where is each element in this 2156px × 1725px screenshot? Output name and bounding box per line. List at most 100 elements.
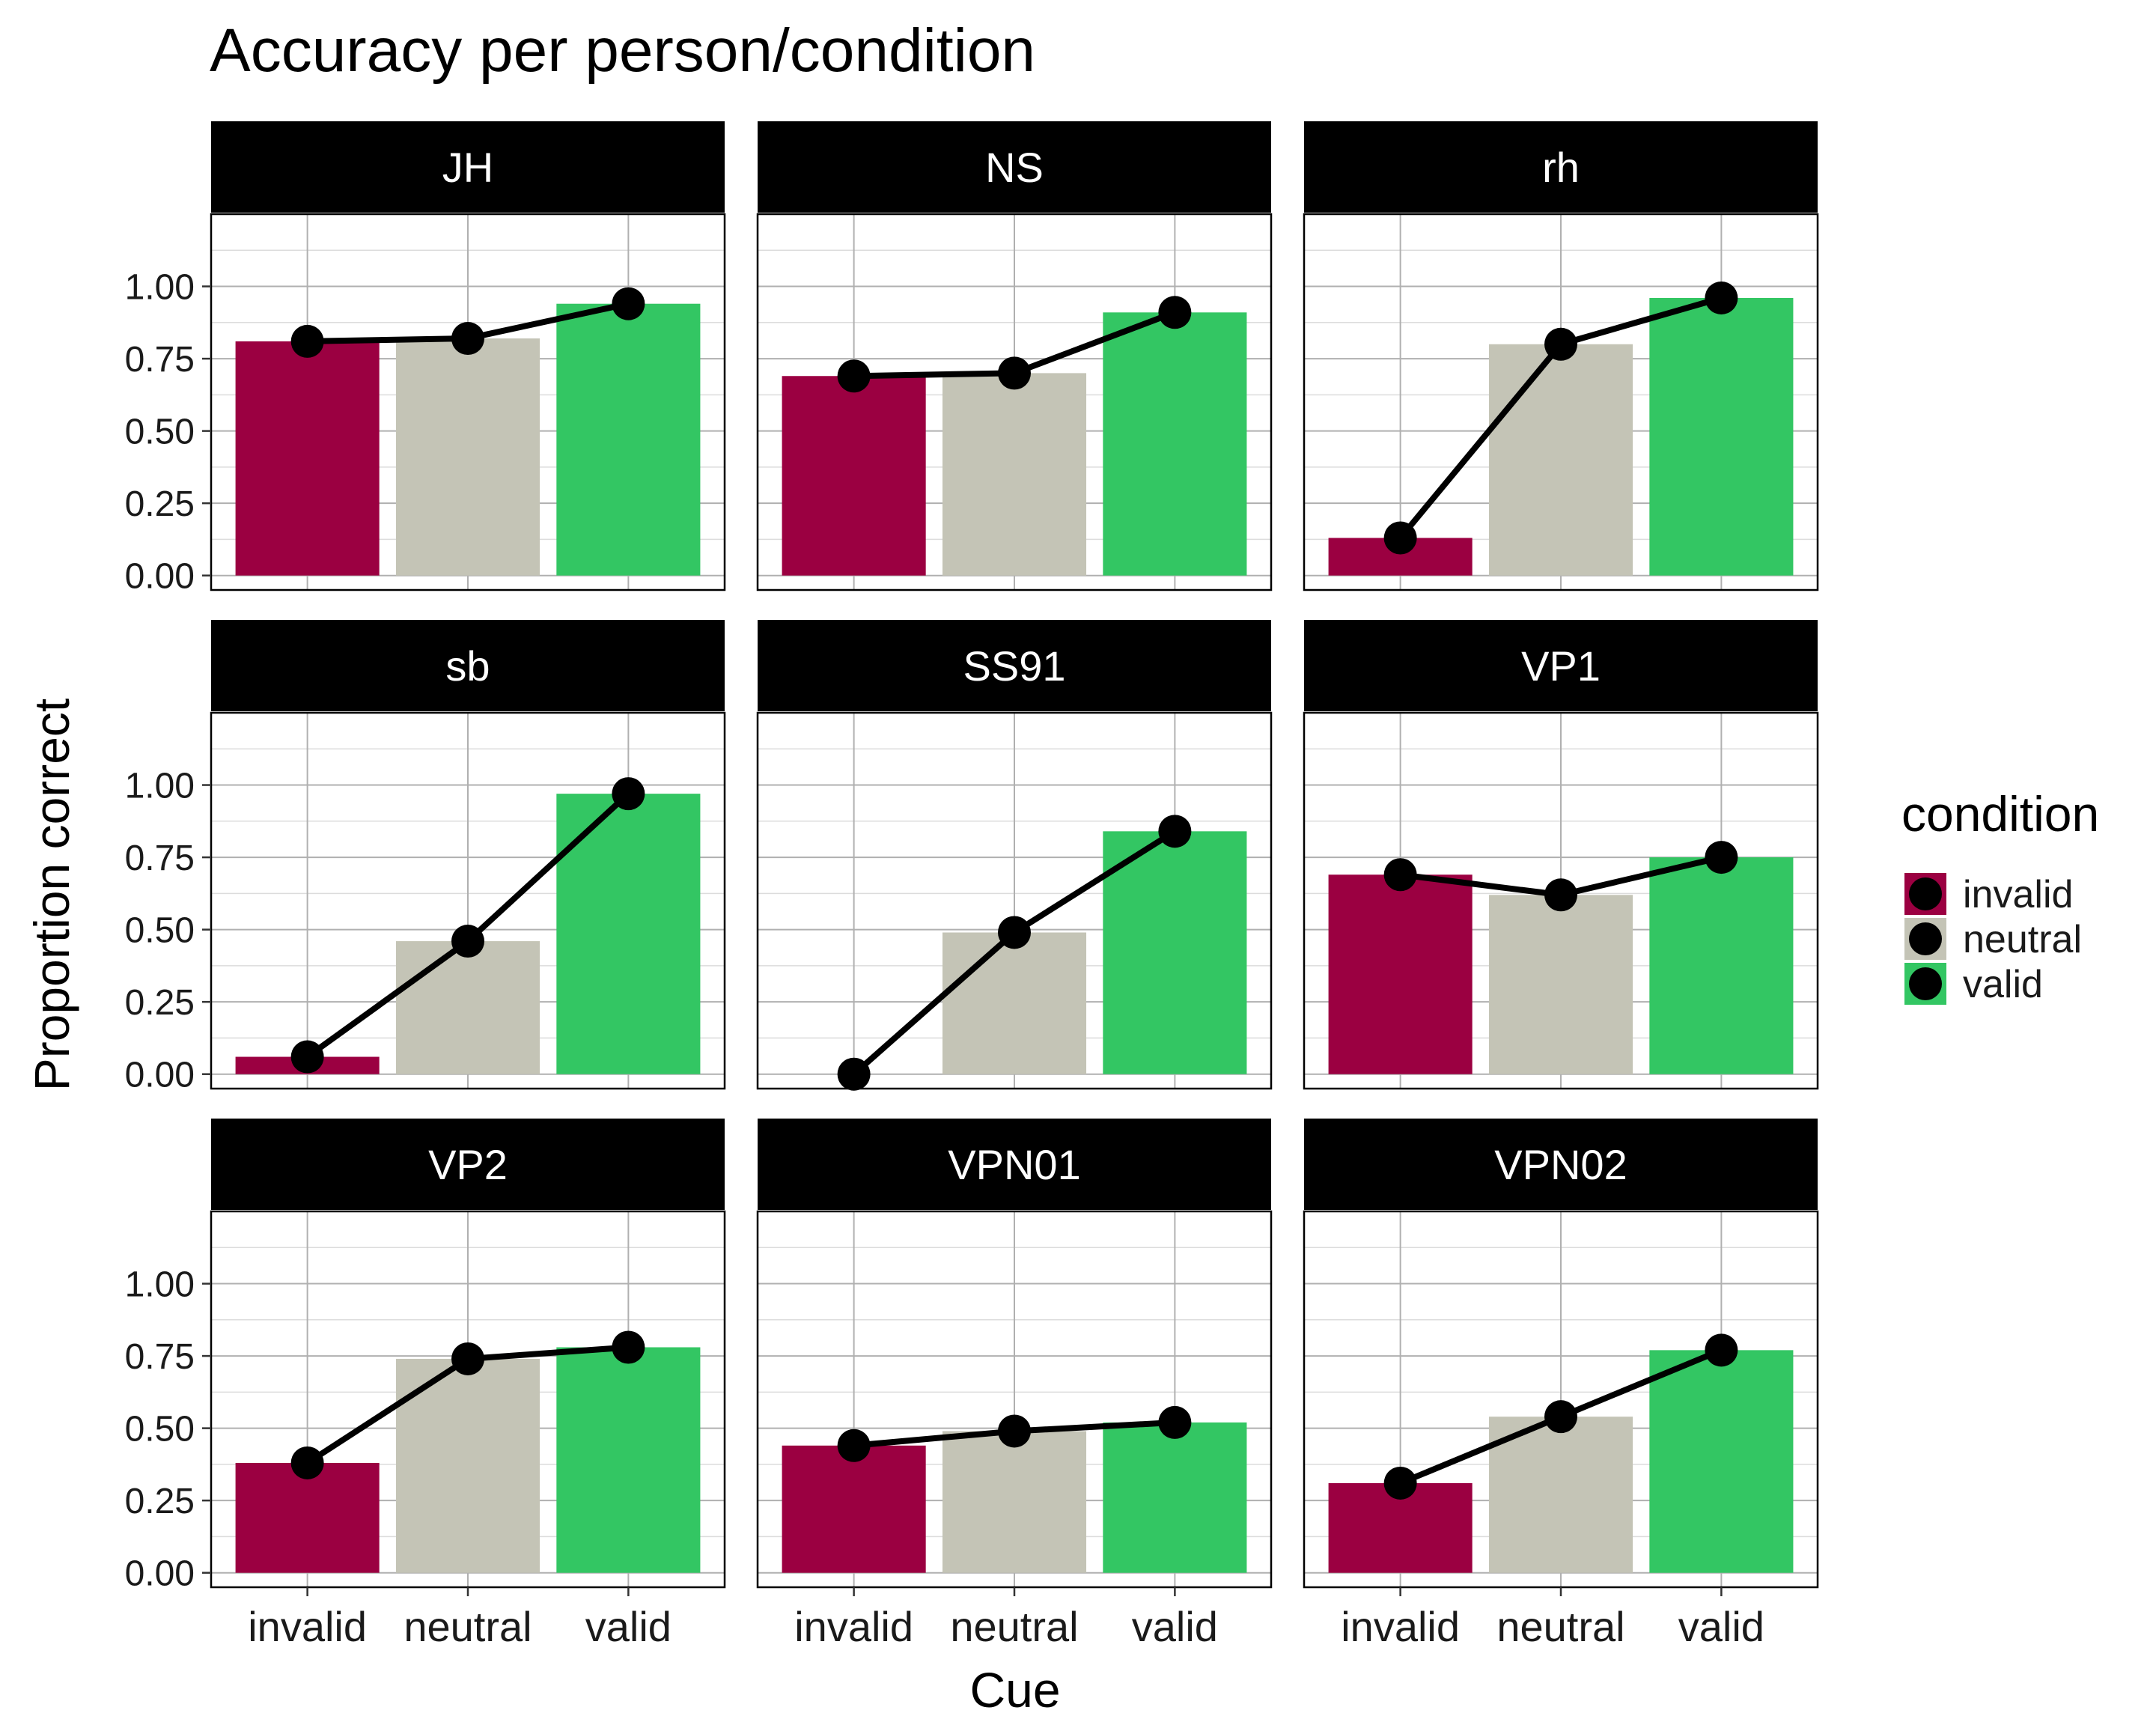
y-tick-label: 0.00	[125, 557, 195, 597]
bar-jh-valid	[556, 303, 701, 576]
x-tick-label: invalid	[248, 1603, 367, 1650]
point-vpn01-valid	[1158, 1405, 1192, 1439]
point-vpn02-valid	[1705, 1333, 1738, 1367]
point-vpn02-invalid	[1383, 1466, 1417, 1500]
point-ns-neutral	[998, 356, 1031, 390]
facet-strip	[1304, 620, 1818, 711]
bar-ns-invalid	[782, 376, 926, 576]
y-tick-label: 0.50	[125, 1410, 195, 1449]
point-vpn02-neutral	[1544, 1400, 1577, 1434]
facet-strip-label: VPN01	[948, 1141, 1080, 1188]
x-tick-label: invalid	[1341, 1603, 1460, 1650]
legend-label: valid	[1963, 963, 2043, 1006]
panel-border	[756, 711, 1273, 1090]
x-tick-label: valid	[1132, 1603, 1218, 1650]
facet-strip	[1304, 121, 1818, 213]
bar-vp2-invalid	[235, 1462, 380, 1573]
point-jh-invalid	[290, 324, 324, 358]
y-tick-label: 0.75	[125, 1337, 195, 1377]
point-sb-valid	[612, 777, 645, 811]
facet-strip-label: sb	[445, 642, 490, 690]
facet-panel-vpn01: VPN01 invalid neutral valid	[756, 1119, 1273, 1650]
y-axis-title: Proportion correct	[24, 699, 79, 1092]
facet-strip-label: SS91	[963, 642, 1066, 690]
facet-strip-label: VP1	[1521, 642, 1601, 690]
facet-panel-vpn02: VPN02 invalid neutral valid	[1303, 1119, 1819, 1650]
bar-vp2-valid	[556, 1347, 701, 1573]
panel-grid: JH 0.00 0.25 0.50 0.75 1.00 NS rh sb 0.00 0.25 0.50…	[125, 121, 1819, 1650]
bar-vp1-invalid	[1328, 874, 1473, 1074]
facet-panel-jh: JH 0.00 0.25 0.50 0.75 1.00	[125, 121, 726, 597]
point-vp1-invalid	[1383, 858, 1417, 892]
point-vpn01-invalid	[837, 1429, 871, 1462]
y-tick-label: 0.75	[125, 839, 195, 878]
facet-strip-label: JH	[442, 144, 493, 191]
facet-strip	[758, 620, 1271, 711]
y-tick-label: 0.50	[125, 413, 195, 452]
legend-item-invalid: invalid	[1904, 873, 2073, 916]
bar-rh-valid	[1649, 297, 1794, 576]
x-tick-label: valid	[585, 1603, 672, 1650]
bar-ns-neutral	[942, 373, 1087, 576]
point-vp1-valid	[1705, 841, 1738, 874]
bar-vpn01-valid	[1103, 1422, 1247, 1573]
facet-strip	[758, 121, 1271, 213]
bar-vpn02-neutral	[1488, 1417, 1633, 1573]
point-rh-invalid	[1383, 521, 1417, 555]
bar-ns-valid	[1103, 312, 1247, 576]
y-tick-label: 0.00	[125, 1056, 195, 1095]
panel-border	[210, 213, 726, 591]
point-rh-neutral	[1544, 327, 1577, 361]
point-ss91-neutral	[998, 916, 1031, 949]
bar-sb-valid	[556, 794, 701, 1074]
facet-strip	[211, 121, 725, 213]
point-ns-invalid	[837, 359, 871, 393]
y-tick-label: 0.25	[125, 1482, 195, 1521]
facet-strip-label: VP2	[428, 1141, 508, 1188]
bar-ss91-neutral	[942, 932, 1087, 1074]
y-tick-label: 0.00	[125, 1554, 195, 1594]
x-tick-label: neutral	[1496, 1603, 1624, 1650]
chart-title: Accuracy per person/condition	[210, 16, 1035, 85]
bar-jh-invalid	[235, 341, 380, 576]
panel-border	[1303, 711, 1819, 1090]
point-vpn01-neutral	[998, 1414, 1031, 1448]
legend-label: invalid	[1963, 873, 2073, 916]
point-sb-invalid	[290, 1040, 324, 1074]
facet-panel-ns: NS	[756, 121, 1273, 591]
legend-key-point	[1909, 922, 1942, 955]
bar-jh-neutral	[395, 338, 540, 576]
facet-strip	[211, 1119, 725, 1210]
bar-vp1-neutral	[1488, 895, 1633, 1074]
point-ss91-invalid	[837, 1057, 871, 1091]
point-sb-neutral	[451, 925, 484, 958]
facet-panel-ss91: SS91	[756, 620, 1273, 1091]
legend-label: neutral	[1963, 918, 2082, 961]
x-tick-label: neutral	[950, 1603, 1078, 1650]
facet-panel-sb: sb 0.00 0.25 0.50 0.75 1.00	[125, 620, 726, 1095]
y-tick-label: 1.00	[125, 1265, 195, 1305]
point-vp2-neutral	[451, 1342, 484, 1375]
y-tick-label: 1.00	[125, 767, 195, 806]
point-ns-valid	[1158, 296, 1192, 329]
point-ss91-valid	[1158, 815, 1192, 848]
bar-vpn01-neutral	[942, 1431, 1087, 1573]
x-axis-title: Cue	[969, 1662, 1060, 1718]
facet-strip-label: rh	[1542, 144, 1580, 191]
facet-strip-label: VPN02	[1494, 1141, 1627, 1188]
facet-strip-label: NS	[985, 144, 1044, 191]
y-tick-label: 1.00	[125, 268, 195, 308]
y-tick-label: 0.25	[125, 983, 195, 1023]
point-vp2-invalid	[290, 1446, 324, 1479]
bar-vpn02-valid	[1649, 1350, 1794, 1573]
y-tick-label: 0.50	[125, 911, 195, 951]
y-tick-label: 0.25	[125, 484, 195, 524]
facet-strip	[1304, 1119, 1818, 1210]
x-tick-label: neutral	[404, 1603, 532, 1650]
bar-ss91-valid	[1103, 831, 1247, 1074]
legend-title: condition	[1901, 786, 2099, 842]
panel-border	[1303, 213, 1819, 591]
facet-panel-vp1: VP1	[1303, 620, 1819, 1090]
x-tick-label: invalid	[794, 1603, 913, 1650]
facet-strip	[758, 1119, 1271, 1210]
